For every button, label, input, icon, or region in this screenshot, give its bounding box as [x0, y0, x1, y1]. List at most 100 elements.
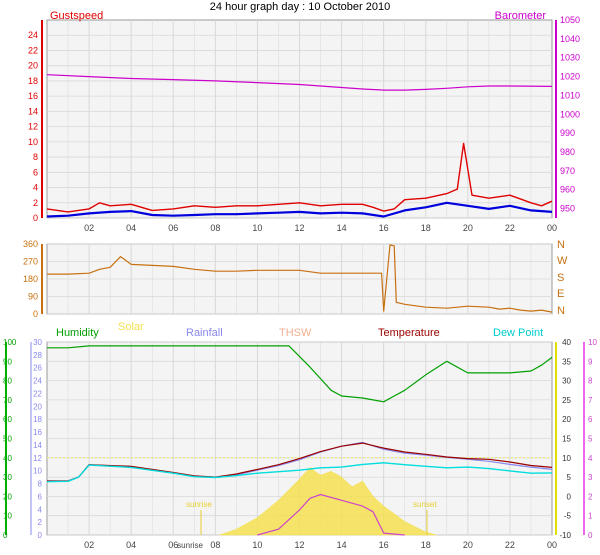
compass-label: W	[557, 255, 568, 267]
winddir-series	[47, 244, 553, 313]
uv-tick-label: 5	[588, 435, 593, 444]
x-tick-label: 10	[252, 540, 262, 550]
temperature-tick-label: 30	[562, 377, 571, 386]
baro-tick-label: 1050	[560, 15, 580, 25]
compass-label: E	[557, 288, 564, 300]
temperature-tick-label: 5	[567, 473, 572, 482]
x-tick-label: 14	[337, 223, 347, 233]
x-tick-label: 20	[463, 223, 473, 233]
x-tick-label: 20	[463, 540, 473, 550]
rainfall-tick-label: 2	[38, 518, 43, 527]
gust-tick-label: 10	[28, 137, 38, 147]
baro-tick-label: 970	[560, 166, 575, 176]
gust-tick-label: 18	[28, 76, 38, 86]
baro-tick-label: 1040	[560, 34, 580, 44]
x-tick-label: 10	[252, 223, 262, 233]
humidity-tick-label: 70	[3, 396, 12, 405]
gust-tick-label: 8	[33, 152, 38, 162]
rainfall-tick-label: 30	[33, 338, 42, 347]
baro-tick-label: 1000	[560, 109, 580, 119]
rainfall-tick-label: 6	[38, 492, 43, 501]
compass-label: N	[557, 305, 565, 317]
x-tick-label: 12	[294, 223, 304, 233]
humidity-tick-label: 30	[3, 473, 12, 482]
temperature-tick-label: 35	[562, 357, 571, 366]
rainfall-tick-label: 16	[33, 428, 42, 437]
baro-tick-label: 960	[560, 185, 575, 195]
temperature-tick-label: 25	[562, 396, 571, 405]
rainfall-tick-label: 4	[38, 505, 43, 514]
baro-line	[46, 74, 553, 91]
x-tick-label: 04	[126, 540, 136, 550]
temperature-tick-label: 20	[562, 415, 571, 424]
gust-tick-label: 16	[28, 91, 38, 101]
gust-tick-label: 14	[28, 106, 38, 116]
x-tick-label: 04	[126, 223, 136, 233]
temperature-tick-label: 0	[567, 492, 572, 501]
rainfall-tick-label: 8	[38, 480, 43, 489]
gust-tick-label: 4	[33, 183, 38, 193]
uv-tick-label: 1	[588, 512, 593, 521]
baro-tick-label: 1030	[560, 53, 580, 63]
x-tick-label: 22	[505, 540, 515, 550]
x-tick-label: 22	[505, 223, 515, 233]
x-tick-label: 02	[84, 540, 94, 550]
rainfall-tick-label: 18	[33, 415, 42, 424]
legend-rainfall: Rainfall	[186, 327, 223, 339]
x-tick-label: 00	[547, 540, 557, 550]
winddir-line	[47, 244, 553, 313]
rainfall-tick-label: 0	[38, 531, 43, 540]
x-tick-label: 14	[337, 540, 347, 550]
x-tick-label: 18	[421, 223, 431, 233]
gust-tick-label: 6	[33, 167, 38, 177]
gust-tick-label: 2	[33, 198, 38, 208]
rainfall-tick-label: 22	[33, 389, 42, 398]
uv-axis-ticks: 0 1 2 3 4 5 6 7 8 9 10	[588, 338, 597, 540]
temperature-line	[47, 442, 553, 482]
rainfall-tick-label: 26	[33, 364, 42, 373]
x-tick-label: 06	[168, 223, 178, 233]
graph-title: 24 hour graph day : 10 October 2010	[210, 1, 390, 13]
rainfall-tick-label: 10	[33, 467, 42, 476]
baro-tick-label: 1020	[560, 72, 580, 82]
humidity-tick-label: 90	[3, 357, 12, 366]
x-tick-label: 16	[379, 223, 389, 233]
winddir-gridlines	[47, 243, 552, 315]
top-x-axis-ticks: 02 04 06 08 10 12 14 16 18 20 22 00	[84, 223, 557, 233]
compass-label: N	[557, 239, 565, 251]
uv-tick-label: 6	[588, 415, 593, 424]
uv-tick-label: 10	[588, 338, 597, 347]
rainfall-tick-label: 12	[33, 454, 42, 463]
winddir-axis-ticks: 0 90 180 270 360	[23, 239, 38, 319]
temperature-tick-label: 40	[562, 338, 571, 347]
solar-area	[219, 467, 437, 536]
baro-tick-label: 1010	[560, 90, 580, 100]
x-tick-label: 18	[421, 540, 431, 550]
x-tick-label: 08	[210, 223, 220, 233]
x-tick-label: 08	[210, 540, 220, 550]
humidity-axis-ticks: 0 10 20 30 40 50 60 70 80 90 100	[3, 338, 17, 540]
baro-axis-label: Barometer	[495, 10, 547, 22]
top-gridlines	[47, 20, 552, 219]
gust-line	[46, 142, 553, 213]
humidity-tick-label: 40	[3, 454, 12, 463]
rainfall-tick-label: 24	[33, 377, 42, 386]
baro-tick-label: 950	[560, 204, 575, 214]
humidity-tick-label: 50	[3, 435, 12, 444]
legend-solar: Solar	[118, 321, 144, 333]
legend-humidity: Humidity	[56, 327, 99, 339]
humidity-line	[47, 345, 553, 403]
x-tick-label: 00	[547, 223, 557, 233]
rainfall-tick-label: 14	[33, 441, 42, 450]
top-series	[46, 74, 553, 218]
humidity-tick-label: 100	[3, 338, 17, 347]
x-tick-label: sunrise	[177, 541, 203, 550]
humidity-tick-label: 80	[3, 377, 12, 386]
humidity-tick-label: 10	[3, 512, 12, 521]
